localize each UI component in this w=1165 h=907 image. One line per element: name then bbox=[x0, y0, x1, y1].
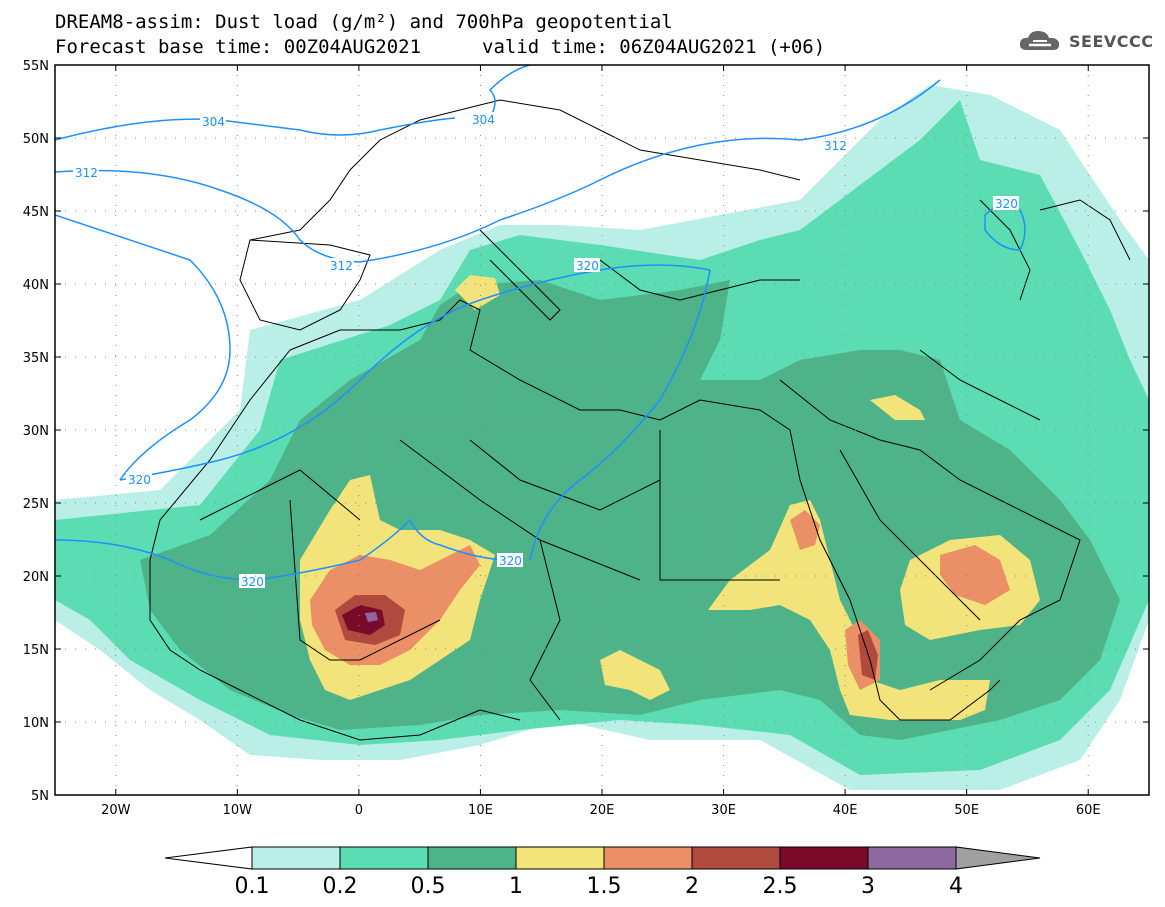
coastline-africa-west bbox=[149, 349, 521, 741]
colorbar-swatch bbox=[251, 846, 341, 870]
contour-label: 312 bbox=[824, 139, 847, 153]
contour-304-west bbox=[55, 117, 456, 141]
colorbar-under-triangle bbox=[164, 846, 253, 870]
contour-label: 320 bbox=[499, 554, 522, 568]
lon-label: 30E bbox=[711, 803, 736, 818]
lon-label: 60E bbox=[1076, 803, 1101, 818]
colorbar-swatch bbox=[339, 846, 429, 870]
contour-label: 312 bbox=[75, 166, 98, 180]
contour-label: 320 bbox=[576, 259, 599, 273]
coastline-mediterranean bbox=[289, 299, 791, 431]
lat-label: 30N bbox=[23, 424, 49, 439]
logo-text: SEEVCCC bbox=[1069, 31, 1154, 51]
lat-label: 5N bbox=[31, 789, 49, 804]
contour-304-east bbox=[488, 65, 531, 119]
border-iran bbox=[919, 349, 1041, 421]
coastline-greece-turkey bbox=[599, 259, 800, 301]
colorbar-swatch bbox=[603, 846, 693, 870]
colorbar-label: 2 bbox=[685, 874, 699, 899]
lon-label: 10E bbox=[468, 803, 493, 818]
border-saudi bbox=[839, 449, 981, 621]
colorbar-label: 1 bbox=[509, 874, 523, 899]
contour-312-north bbox=[55, 79, 941, 263]
dust-level-1 bbox=[870, 395, 925, 420]
lat-label: 40N bbox=[23, 278, 49, 293]
longitude-axis: 20W 10W 0 10E 20E 30E 40E 50E 60E bbox=[101, 65, 1101, 818]
border-sahara-1 bbox=[289, 499, 441, 661]
latitude-axis: 55N 50N 45N 40N 35N 30N 25N 20N 15N 10N 5N bbox=[23, 59, 1149, 804]
lat-label: 15N bbox=[23, 643, 49, 658]
lon-label: 50E bbox=[954, 803, 979, 818]
lon-label: 20W bbox=[101, 803, 131, 818]
dust-level-1.5 bbox=[790, 510, 820, 550]
lon-label: 20E bbox=[590, 803, 615, 818]
lat-label: 35N bbox=[23, 351, 49, 366]
lat-label: 20N bbox=[23, 570, 49, 585]
colorbar-swatch bbox=[427, 846, 517, 870]
contour-label: 312 bbox=[330, 259, 353, 273]
colorbar-label: 1.5 bbox=[587, 874, 622, 899]
colorbar: 0.1 0.2 0.5 1 1.5 2 2.5 3 4 bbox=[164, 846, 1041, 899]
coastline-iberia bbox=[239, 239, 371, 331]
lon-label: 10W bbox=[223, 803, 253, 818]
border-central-asia bbox=[1039, 199, 1131, 261]
colorbar-label: 0.5 bbox=[411, 874, 446, 899]
colorbar-label: 0.1 bbox=[235, 874, 270, 899]
contour-320-south bbox=[55, 518, 511, 581]
contour-label: 320 bbox=[995, 197, 1018, 211]
chart-title: DREAM8-assim: Dust load (g/m²) and 700hP… bbox=[55, 11, 673, 33]
dust-level-1 bbox=[708, 500, 990, 720]
lat-label: 50N bbox=[23, 132, 49, 147]
contour-label: 320 bbox=[241, 575, 264, 589]
dust-level-1.5 bbox=[940, 545, 1010, 605]
valid-time: valid time: 06Z04AUG2021 (+06) bbox=[482, 36, 826, 58]
dust-level-1 bbox=[455, 275, 500, 310]
cloud-icon bbox=[1019, 31, 1060, 50]
contour-label: 304 bbox=[472, 113, 495, 127]
colorbar-label: 4 bbox=[949, 874, 963, 899]
forecast-base-time: Forecast base time: 00Z04AUG2021 bbox=[55, 36, 422, 58]
lat-label: 25N bbox=[23, 497, 49, 512]
dust-level-1 bbox=[600, 650, 670, 700]
coastline-red-sea bbox=[789, 429, 1001, 721]
dust-field bbox=[55, 65, 1149, 795]
colorbar-over-triangle bbox=[955, 846, 1041, 870]
colorbar-label: 3 bbox=[861, 874, 875, 899]
contour-312-west bbox=[55, 214, 231, 481]
border-libya bbox=[469, 439, 661, 511]
lat-label: 45N bbox=[23, 205, 49, 220]
colorbar-label: 2.5 bbox=[763, 874, 798, 899]
geopotential-contours bbox=[55, 65, 1026, 581]
contour-label: 320 bbox=[128, 473, 151, 487]
colorbar-swatch bbox=[867, 846, 957, 870]
contour-label: 304 bbox=[202, 115, 225, 129]
dust-level-3 bbox=[365, 612, 378, 622]
colorbar-label: 0.2 bbox=[323, 874, 358, 899]
contour-labels: 304 304 312 312 312 320 320 320 320 320 bbox=[73, 112, 1019, 589]
colorbar-swatch bbox=[691, 846, 781, 870]
colorbar-swatch bbox=[515, 846, 605, 870]
country-borders bbox=[149, 99, 1131, 741]
coastline-italy bbox=[479, 229, 561, 321]
coastline-arabia bbox=[779, 379, 1081, 691]
colorbar-swatch bbox=[779, 846, 869, 870]
border-sahara-2 bbox=[399, 439, 641, 581]
lon-label: 40E bbox=[833, 803, 858, 818]
border-mali bbox=[199, 469, 361, 521]
lon-label: 0 bbox=[355, 803, 363, 818]
contour-320-north bbox=[119, 264, 711, 481]
seevccc-logo: SEEVCCC bbox=[1017, 28, 1154, 54]
contour-320-east-drop bbox=[529, 269, 711, 561]
border-chad-sudan bbox=[529, 539, 561, 721]
lat-label: 55N bbox=[23, 59, 49, 74]
lat-label: 10N bbox=[23, 716, 49, 731]
